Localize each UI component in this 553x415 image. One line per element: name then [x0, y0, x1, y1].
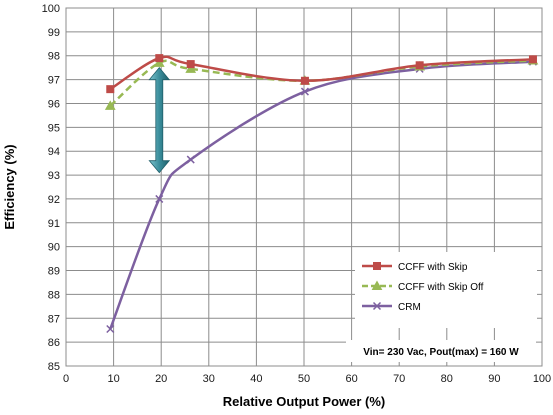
y-axis-title: Efficiency (%) — [2, 144, 17, 229]
data-point-crm — [186, 155, 195, 164]
data-point-ccff-with-skip — [300, 76, 309, 85]
y-tick-label: 90 — [48, 242, 60, 254]
x-tick-label: 70 — [393, 373, 405, 385]
legend-items: CCFF with Skip CCFF with Skip Off CRM — [362, 262, 484, 313]
data-point-crm — [300, 87, 309, 96]
x-tick-label: 0 — [63, 373, 69, 385]
marker-stroke — [186, 155, 195, 164]
legend-label: CCFF with Skip Off — [398, 282, 484, 293]
x-axis-title: Relative Output Power (%) — [223, 394, 386, 409]
marker-stroke — [155, 194, 164, 203]
marker-stroke — [106, 324, 115, 334]
data-point-ccff-with-skip — [528, 55, 537, 64]
annotation-box — [346, 340, 536, 362]
data-point-crm — [106, 324, 115, 334]
y-tick-label: 89 — [48, 266, 60, 278]
y-tick-label: 100 — [42, 3, 60, 15]
y-tick-label: 96 — [48, 98, 60, 110]
series-line-crm — [109, 60, 534, 330]
data-point-ccff-with-skip — [186, 60, 195, 69]
y-tick-label: 91 — [48, 218, 60, 230]
marker-stroke — [372, 301, 382, 311]
data-point-ccff-with-skip-off — [153, 57, 165, 67]
x-tick-label: 90 — [488, 373, 500, 385]
data-point-ccff-with-skip — [415, 61, 424, 70]
legend: CCFF with Skip CCFF with Skip Off CRM — [355, 252, 537, 328]
x-tick-label: 10 — [107, 373, 119, 385]
x-tick-label: 50 — [298, 373, 310, 385]
legend-label: CRM — [398, 302, 421, 313]
legend-marker — [373, 262, 381, 270]
x-tick-label: 60 — [345, 373, 357, 385]
y-tick-labels: 85 86 87 88 89 90 91 92 93 94 95 96 97 98 99 100 — [42, 3, 60, 373]
data-point-ccff-with-skip — [106, 85, 115, 94]
x-tick-labels: 0 10 20 30 40 50 60 70 80 90 100 — [63, 373, 551, 385]
double-arrow — [148, 67, 171, 174]
y-tick-label: 92 — [48, 194, 60, 206]
legend-marker — [372, 301, 382, 311]
series-layer — [104, 54, 539, 334]
legend-item-crm: CRM — [362, 301, 421, 313]
y-tick-label: 95 — [48, 122, 60, 134]
legend-box — [355, 252, 537, 328]
legend-item-ccff-with-skip-off: CCFF with Skip Off — [362, 280, 484, 293]
marker-stroke — [300, 87, 309, 96]
y-tick-label: 97 — [48, 75, 60, 87]
data-point-ccff-with-skip-off — [185, 63, 197, 73]
y-tick-label: 85 — [48, 361, 60, 373]
data-point-ccff-with-skip — [155, 54, 164, 63]
x-tick-label: 30 — [203, 373, 215, 385]
x-tick-label: 40 — [250, 373, 262, 385]
y-tick-label: 93 — [48, 170, 60, 182]
legend-marker — [371, 280, 383, 290]
y-tick-label: 86 — [48, 337, 60, 349]
y-tick-label: 98 — [48, 51, 60, 63]
data-point-ccff-with-skip-off — [104, 100, 116, 110]
x-tick-label: 80 — [441, 373, 453, 385]
data-point-crm — [155, 194, 164, 203]
x-tick-label: 100 — [533, 373, 551, 385]
legend-label: CCFF with Skip — [398, 262, 468, 273]
y-tick-label: 99 — [48, 27, 60, 39]
y-tick-label: 87 — [48, 313, 60, 325]
x-tick-label: 20 — [155, 373, 167, 385]
y-tick-label: 94 — [48, 146, 60, 158]
series-ccff-with-skip — [106, 54, 537, 94]
annotation-text: Vin= 230 Vac, Pout(max) = 160 W — [363, 347, 519, 358]
legend-item-ccff-with-skip: CCFF with Skip — [362, 262, 468, 273]
efficiency-gap-arrow — [148, 67, 171, 174]
y-tick-label: 88 — [48, 289, 60, 301]
